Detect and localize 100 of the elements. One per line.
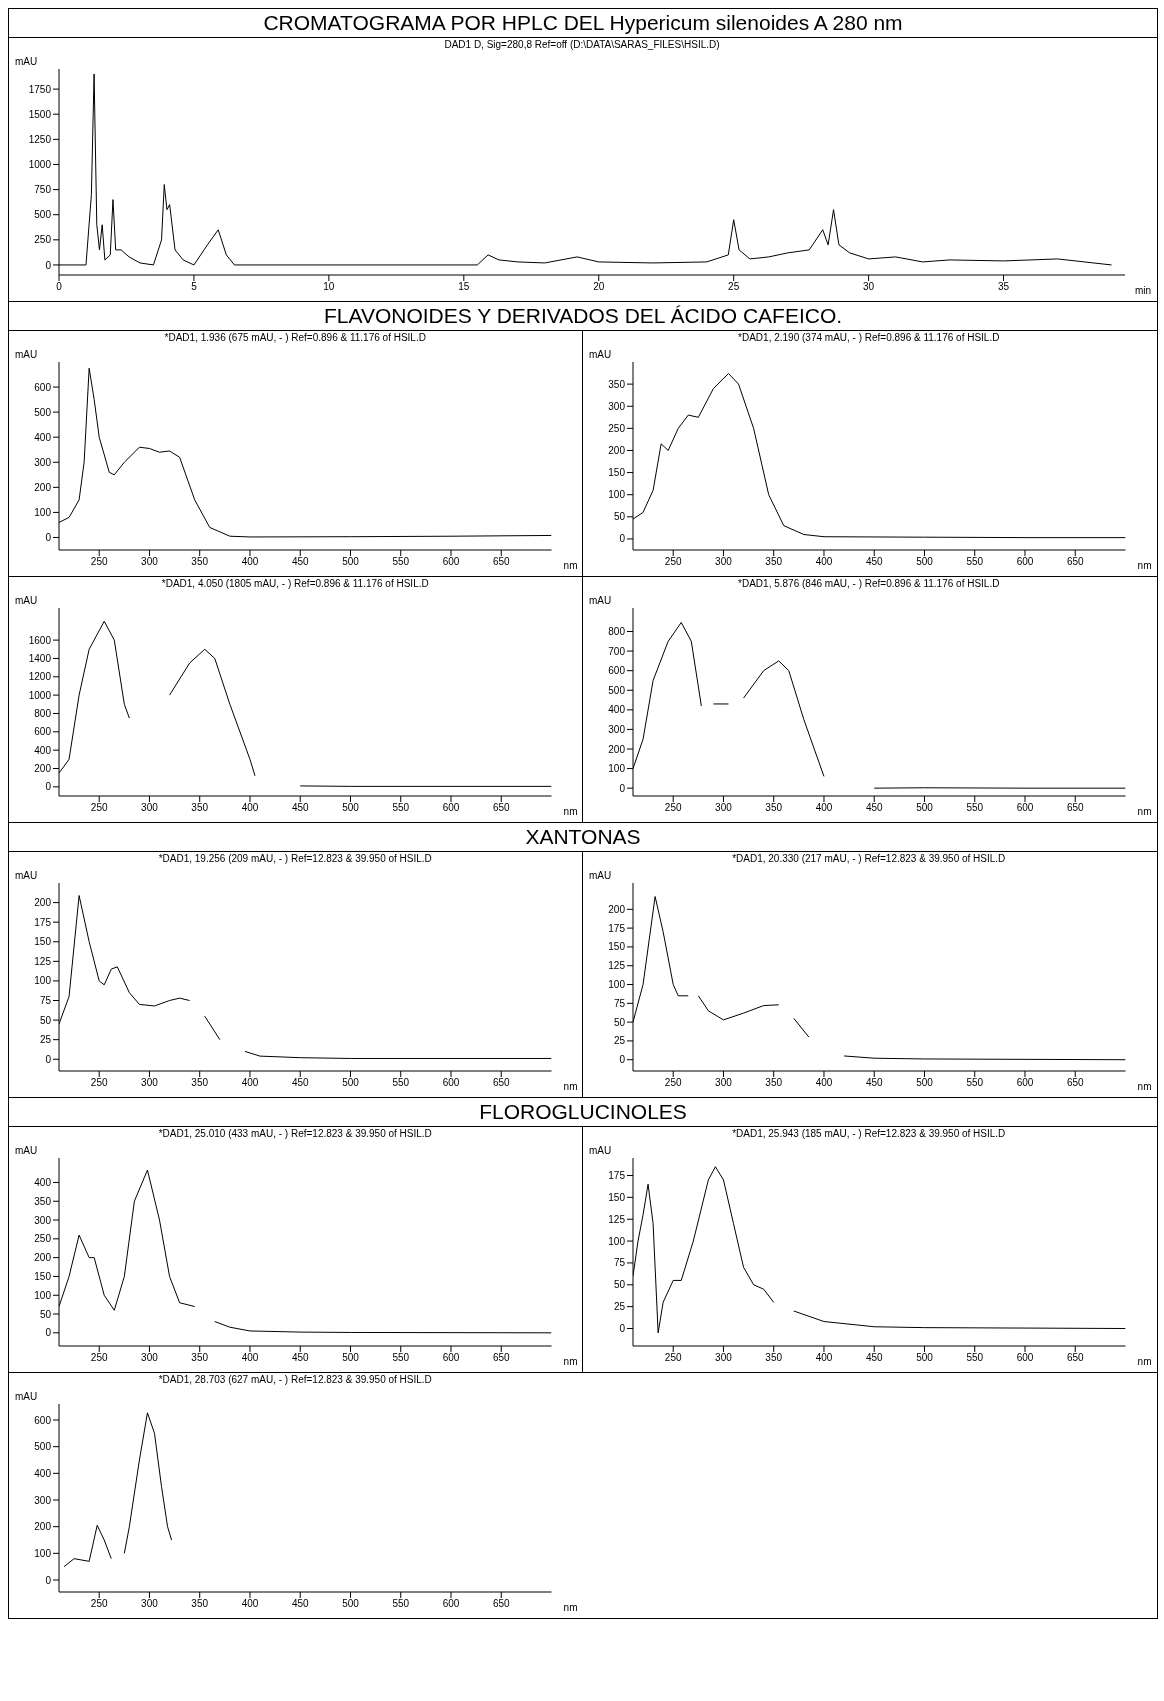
- x-tick-label: 500: [342, 1598, 360, 1610]
- chart-title: XANTONAS: [9, 822, 1157, 852]
- x-tick-label: 300: [141, 1077, 159, 1089]
- x-tick-label: 300: [714, 802, 732, 814]
- y-tick-label: 500: [34, 1441, 52, 1453]
- y-tick-label: 75: [613, 1257, 625, 1269]
- y-tick-label: 300: [34, 1494, 52, 1506]
- x-tick-label: 500: [342, 1077, 360, 1089]
- x-tick-label: 650: [492, 556, 511, 568]
- x-tick-label: 250: [90, 556, 108, 568]
- x-tick-label: 450: [865, 556, 883, 568]
- y-tick-label: 250: [34, 1233, 52, 1245]
- y-tick-label: 200: [607, 743, 625, 755]
- y-tick-label: 200: [607, 903, 625, 915]
- x-tick-label: 300: [141, 556, 159, 568]
- x-tick-label: 300: [714, 1352, 732, 1364]
- y-tick-label: 100: [34, 975, 52, 987]
- y-tick-label: 600: [34, 381, 52, 393]
- x-tick-label: 300: [714, 1077, 732, 1089]
- y-tick-label: 600: [34, 1414, 52, 1426]
- y-tick-label: 0: [45, 1327, 52, 1339]
- y-tick-label: 50: [613, 511, 625, 523]
- chart-subtitle: *DAD1, 2.190 (374 mAU, - ) Ref=0.896 & 11.176 of HSIL.D: [737, 331, 1001, 344]
- x-tick-label: 450: [865, 1077, 883, 1089]
- y-tick-label: 500: [607, 684, 625, 696]
- x-tick-label: 400: [241, 556, 259, 568]
- y-tick-label: 300: [607, 400, 625, 412]
- y-axis-title: mAU: [14, 1145, 38, 1156]
- x-axis-title: nm: [1137, 1356, 1151, 1367]
- y-tick-label: 175: [34, 916, 52, 928]
- x-tick-label: 600: [442, 1077, 460, 1089]
- y-tick-label: 200: [34, 1521, 52, 1533]
- y-tick-label: 750: [34, 184, 52, 196]
- y-tick-label: 100: [34, 1547, 52, 1559]
- y-tick-label: 75: [613, 997, 625, 1009]
- x-tick-label: 450: [291, 1077, 309, 1089]
- y-tick-label: 0: [45, 532, 52, 544]
- y-tick-label: 250: [34, 234, 52, 246]
- x-tick-label: 300: [714, 556, 732, 568]
- x-tick-label: 500: [915, 1352, 933, 1364]
- y-tick-label: 0: [618, 533, 625, 545]
- x-tick-label: 600: [442, 556, 460, 568]
- x-tick-label: 250: [664, 802, 682, 814]
- x-tick-label: 350: [191, 802, 209, 814]
- x-tick-label: 20: [593, 281, 605, 293]
- x-tick-label: 450: [865, 1352, 883, 1364]
- x-tick-label: 600: [1016, 556, 1034, 568]
- chart-subtitle: DAD1 D, Sig=280,8 Ref=off (D:\DATA\SARAS_FILES\HSIL.D): [443, 38, 721, 51]
- x-tick-label: 250: [90, 1077, 108, 1089]
- x-tick-label: 600: [1016, 1077, 1034, 1089]
- x-tick-label: 550: [392, 1598, 410, 1610]
- y-tick-label: 350: [607, 378, 625, 390]
- y-axis-title: mAU: [588, 1145, 611, 1156]
- y-axis-title: mAU: [14, 1391, 38, 1402]
- x-tick-label: 250: [664, 1077, 682, 1089]
- x-tick-label: 400: [815, 1352, 833, 1364]
- x-tick-label: 600: [442, 1352, 460, 1364]
- x-tick-label: 650: [492, 1352, 511, 1364]
- x-tick-label: 350: [764, 802, 782, 814]
- x-tick-label: 500: [342, 556, 360, 568]
- x-tick-label: 400: [241, 1598, 259, 1610]
- y-tick-label: 150: [607, 467, 625, 479]
- x-axis-title: nm: [563, 1602, 578, 1613]
- y-tick-label: 1200: [28, 671, 52, 683]
- y-tick-label: 300: [34, 1214, 52, 1226]
- x-tick-label: 550: [392, 1077, 410, 1089]
- x-tick-label: 350: [764, 1077, 782, 1089]
- y-tick-label: 600: [607, 665, 625, 677]
- x-tick-label: 250: [664, 1352, 682, 1364]
- chart-title: FLAVONOIDES Y DERIVADOS DEL ÁCIDO CAFEICO.: [9, 301, 1157, 331]
- y-axis-title: mAU: [14, 870, 38, 881]
- y-tick-label: 400: [34, 1176, 52, 1188]
- chart-title: FLOROGLUCINOLES: [9, 1097, 1157, 1127]
- chart-subtitle: *DAD1, 20.330 (217 mAU, - ) Ref=12.823 & 39.950 of HSIL.D: [731, 852, 1007, 865]
- x-tick-label: 650: [1066, 1077, 1084, 1089]
- y-tick-label: 1400: [28, 652, 52, 664]
- y-tick-label: 800: [34, 708, 52, 720]
- x-axis-title: nm: [1137, 1081, 1151, 1092]
- x-tick-label: 0: [56, 281, 63, 293]
- x-tick-label: 650: [1066, 1352, 1084, 1364]
- chart-subtitle: *DAD1, 25.943 (185 mAU, - ) Ref=12.823 & 39.950 of HSIL.D: [731, 1127, 1007, 1140]
- x-tick-label: 450: [291, 802, 309, 814]
- x-tick-label: 550: [965, 556, 984, 568]
- y-tick-label: 50: [39, 1014, 52, 1026]
- x-tick-label: 250: [664, 556, 682, 568]
- x-tick-label: 450: [291, 1352, 309, 1364]
- y-tick-label: 250: [607, 422, 625, 434]
- y-tick-label: 50: [39, 1308, 52, 1320]
- x-tick-label: 500: [342, 1352, 360, 1364]
- y-tick-label: 350: [34, 1195, 52, 1207]
- x-tick-label: 500: [915, 556, 933, 568]
- chart-subtitle: *DAD1, 19.256 (209 mAU, - ) Ref=12.823 & 39.950 of HSIL.D: [157, 852, 433, 865]
- y-tick-label: 100: [607, 1235, 625, 1247]
- x-tick-label: 400: [815, 802, 833, 814]
- x-tick-label: 550: [392, 802, 410, 814]
- x-tick-label: 450: [291, 556, 309, 568]
- y-tick-label: 0: [45, 1574, 52, 1586]
- y-axis-title: mAU: [14, 349, 38, 360]
- x-tick-label: 30: [863, 281, 875, 293]
- chart-subtitle: *DAD1, 4.050 (1805 mAU, - ) Ref=0.896 & 11.176 of HSIL.D: [160, 577, 430, 590]
